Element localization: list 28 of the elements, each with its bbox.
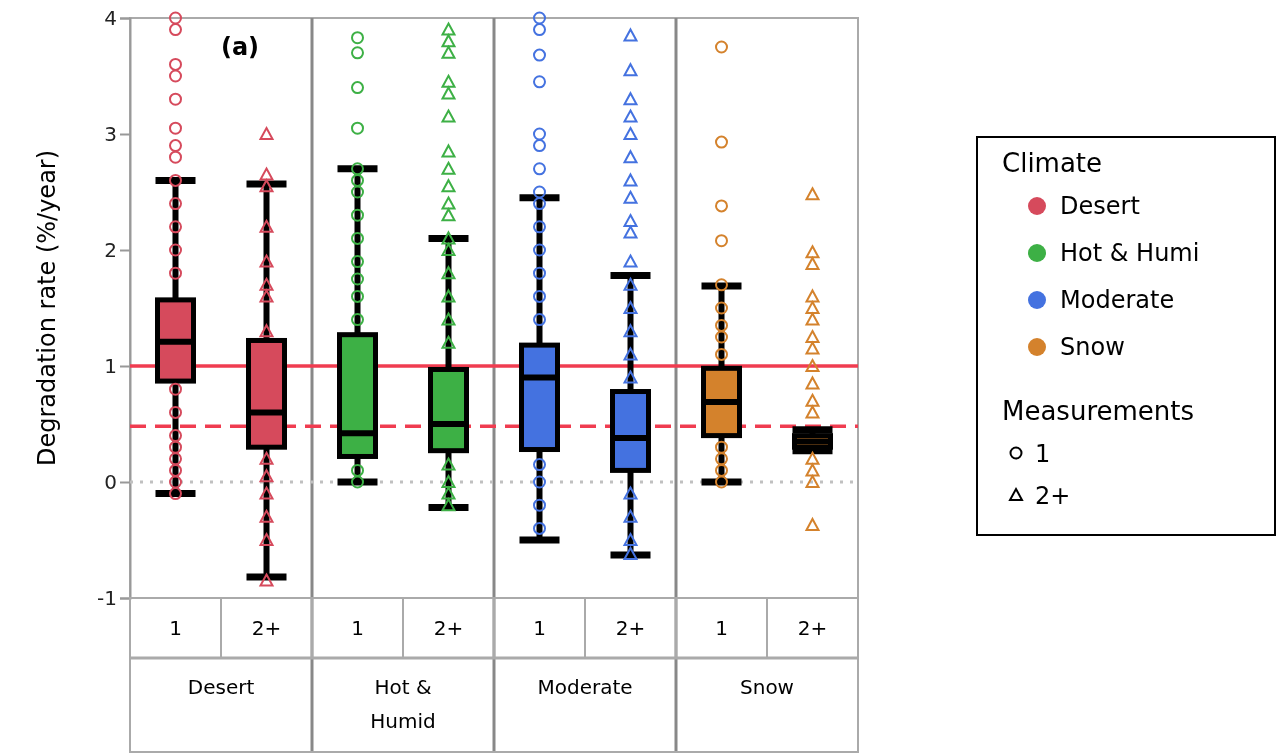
text: Measurements: [1002, 396, 1195, 426]
y-tick-label: -1: [97, 585, 117, 610]
x-tick-label: 2+: [251, 616, 282, 640]
y-tick-label: 2: [104, 237, 117, 262]
category-label: 2+: [1035, 482, 1071, 510]
x-tick-label: 2+: [433, 616, 464, 640]
x-tick-label: 1: [169, 616, 182, 640]
text: Snow: [740, 675, 794, 699]
x-tick-label: 1: [533, 616, 546, 640]
y-tick-label: 1: [104, 353, 117, 378]
y-tick-label: 3: [104, 121, 117, 146]
text: Moderate: [537, 675, 633, 699]
legend-label: Desert: [1060, 192, 1140, 220]
x-tick-label: 2+: [615, 616, 646, 640]
legend-title: Climate: [1002, 148, 1103, 178]
text: Desert: [187, 675, 255, 699]
legend-label: Snow: [1060, 333, 1125, 361]
legend-label: Moderate: [1060, 286, 1175, 314]
y-tick-label: 0: [104, 469, 117, 494]
category-label: 1: [1035, 440, 1051, 468]
legend-label: Hot & Humi: [1060, 239, 1200, 267]
x-tick-label: 1: [715, 616, 728, 640]
x-tick-label: 2+: [797, 616, 828, 640]
x-tick-label: 1: [351, 616, 364, 640]
text: Hot & Humid: [370, 675, 436, 733]
annotation: (a): [220, 33, 260, 61]
y-axis-title: Degradation rate (%/year): [33, 149, 61, 467]
y-tick-label: 4: [104, 5, 117, 30]
